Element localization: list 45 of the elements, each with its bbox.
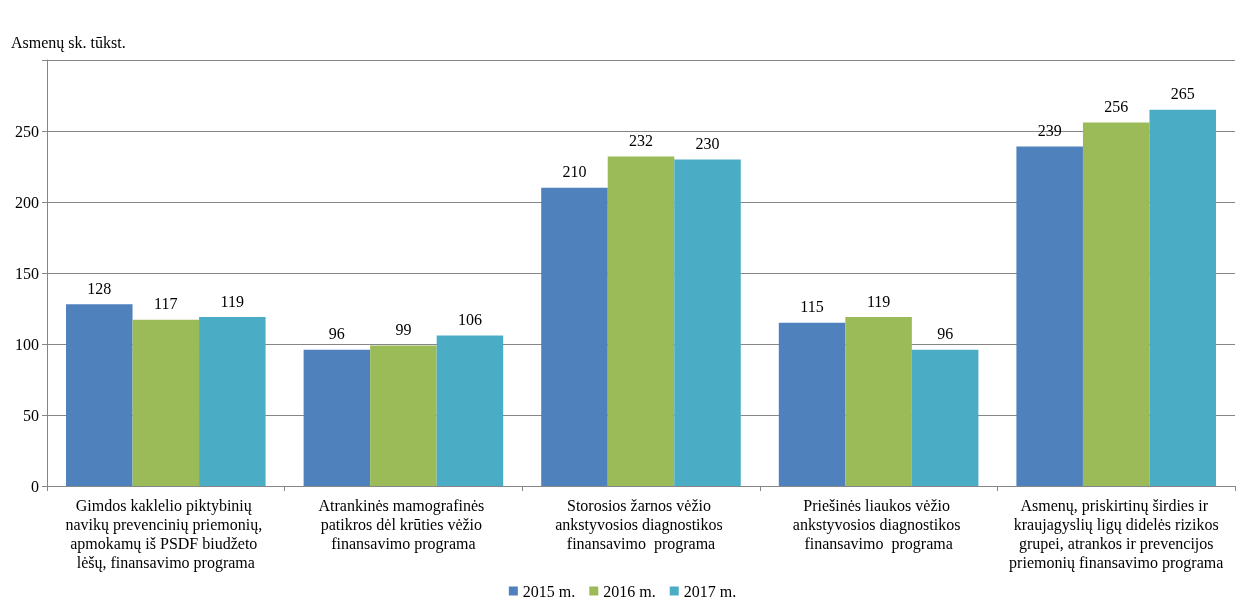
data-label: 119 [866, 292, 891, 310]
bar [199, 317, 266, 486]
data-label: 256 [1104, 97, 1129, 115]
data-label: 99 [395, 320, 412, 338]
legend-label: 2017 m. [683, 582, 737, 600]
bar [66, 304, 133, 486]
bar [607, 156, 675, 486]
legend-label: 2016 m. [603, 582, 656, 600]
data-label: 96 [328, 325, 345, 343]
y-axis-title: Asmenų sk. tūkst. [11, 33, 126, 52]
data-label: 239 [1037, 122, 1062, 140]
data-label: 117 [154, 295, 178, 313]
data-label: 128 [87, 279, 112, 297]
data-label: 230 [695, 134, 720, 152]
data-label: 265 [1170, 85, 1195, 103]
bar [778, 322, 846, 486]
x-tick-label: Storosios žarnos vėžio ankstyvosios diagnostikos finansavimo programa [555, 497, 727, 553]
x-tick-label: Gimdos kaklelio piktybinių navikų prevencinių priemonių, apmokamų iš PSDF biudžeto lėšų, finansavimo programa [65, 497, 267, 572]
data-label: 106 [457, 310, 482, 328]
y-tick-label: 200 [15, 193, 39, 211]
y-tick-label: 250 [15, 122, 39, 140]
data-label: 119 [220, 292, 245, 310]
data-label: 96 [937, 325, 954, 343]
bar [911, 349, 979, 486]
data-label: 232 [629, 132, 653, 150]
bar [132, 319, 200, 486]
data-label: 115 [800, 298, 824, 316]
data-label: 210 [562, 163, 587, 181]
bar [1016, 146, 1083, 486]
legend-label: 2015 m. [522, 582, 576, 600]
bar [845, 317, 912, 486]
bar [436, 335, 504, 486]
bar [1082, 122, 1150, 486]
bar [1149, 109, 1216, 486]
y-tick-label: 0 [31, 477, 39, 495]
bar [303, 349, 371, 486]
bar [674, 159, 741, 486]
y-tick-label: 50 [23, 406, 39, 424]
y-tick-label: 150 [15, 264, 39, 282]
y-tick-label: 100 [15, 335, 39, 353]
x-tick-label: Asmenų, priskirtinų širdies ir kraujagyslių ligų didelės rizikos grupei, atrankos ir prevencijos priemonių finansavimo programa [1009, 497, 1224, 572]
bar [370, 345, 437, 486]
x-tick-label: Priešinės liaukos vėžio ankstyvosios diagnostikos finansavimo programa [792, 497, 965, 553]
bar [541, 187, 608, 486]
x-tick-label: Atrankinės mamografinės patikros dėl krūties vėžio finansavimo programa [318, 497, 489, 553]
